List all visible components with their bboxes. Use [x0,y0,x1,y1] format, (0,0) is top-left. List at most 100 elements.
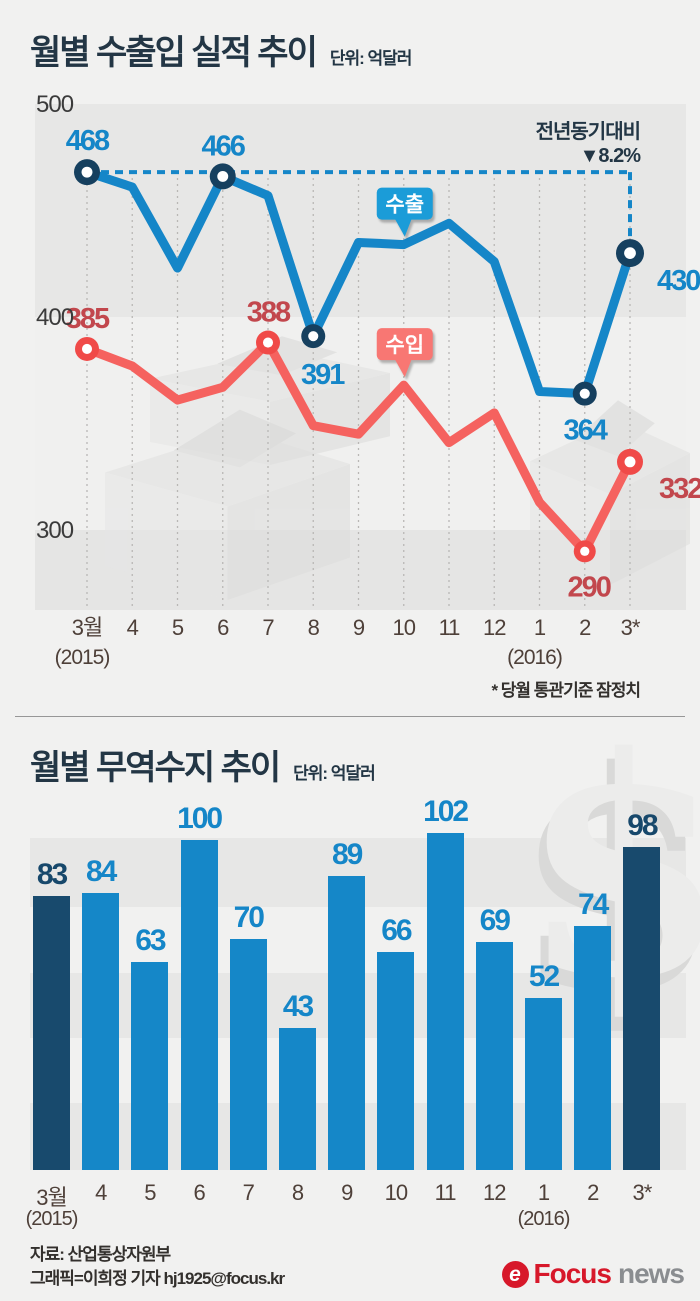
수입-callout: 수입 [376,328,433,378]
bar-6 [180,840,218,1170]
수출-dot-center-3* [624,247,636,259]
수출-value-label-466: 466 [202,130,246,162]
chart2-title-row: 월별 무역수지 추이 단위: 억달러 [30,740,376,789]
chart1-x-label-2: 2 [579,615,591,640]
chart1-x-label-3*: 3* [621,615,641,640]
focus-news-logo-icon: e [501,1260,529,1288]
chart1-x-label-7: 7 [262,615,274,640]
bar-12 [475,942,513,1170]
yoy-annotation-line2: ▼8.2% [579,145,641,167]
chart1-x-label-8: 8 [308,615,320,640]
chart2-x-label-8: 8 [291,1180,304,1205]
chart2-x-label-10: 10 [384,1180,408,1205]
수출-dot-center-8 [308,331,319,342]
chart1-x-label-4: 4 [127,615,139,640]
bar-value-12: 69 [479,904,511,937]
section-divider [15,716,685,717]
chart1-x-label-6: 6 [217,615,229,640]
chart1-x-label-10: 10 [393,615,416,640]
y-tick-400: 400 [36,304,74,331]
수출-dot-center-6 [217,170,229,182]
chart1-x-label-9: 9 [353,615,365,640]
bar-value-8: 43 [282,990,314,1023]
chart1-x-label-12: 12 [483,615,506,640]
chart2-x-label-12: 12 [483,1180,506,1205]
bar-3월 [33,896,70,1170]
chart2-x-label-9: 9 [341,1180,353,1205]
chart1-x-label-1: 1 [534,615,546,640]
bar-value-6: 100 [177,802,223,835]
bar-2 [574,926,612,1170]
bar-11 [426,833,464,1170]
chart2-year-label-(2016): (2016) [517,1208,571,1230]
chart2-x-label-7: 7 [242,1180,255,1205]
수입-value-label-332: 332 [659,473,700,505]
수출-line [82,167,635,399]
bar-8 [279,1028,316,1170]
수입-value-label-388: 388 [247,297,291,329]
bar-1 [525,998,562,1170]
chart2-x-label-2: 2 [587,1180,599,1205]
chart2-x-label-1: 1 [537,1180,550,1205]
chart1-x-label-3월: 3월 [72,615,102,640]
수입-value-label-385: 385 [66,303,110,335]
bar-value-3월: 83 [36,858,68,891]
bar-value-11: 102 [423,795,469,828]
box-watermark-2 [105,409,350,600]
bar-value-7: 70 [233,901,265,934]
수입-dot-center-3월 [81,343,93,354]
chart1-year-label-(2015): (2015) [55,646,110,669]
수출-callout-text: 수출 [385,194,424,217]
수입-callout-text: 수입 [385,334,424,357]
chart2-x-label-6: 6 [193,1180,205,1205]
bar-value-4: 84 [86,855,117,888]
chart2-x-label-3월: 3월 [36,1185,67,1210]
수입-dot-center-7 [262,337,274,348]
chart2-x-label-4: 4 [95,1180,107,1205]
수입-dot-center-2 [580,546,590,556]
bar-value-5: 63 [135,924,166,957]
수입-dot-center-3* [624,456,636,468]
수출-value-label-391: 391 [301,359,345,391]
chart1-unit-label: 단위: 억달러 [329,49,413,68]
수출-value-label-364: 364 [564,415,608,447]
chart1-x-label-5: 5 [172,615,184,640]
수입-value-label-290: 290 [568,571,611,603]
bar-value-9: 89 [332,838,363,871]
bar-3* [623,847,661,1170]
bar-10 [377,952,415,1170]
y-tick-500: 500 [36,91,74,118]
수입-line [82,338,635,556]
bar-value-10: 66 [381,914,412,947]
bar-value-3*: 98 [627,809,658,842]
bar-7 [229,939,267,1170]
chart1-title-row: 월별 수출입 실적 추이 단위: 억달러 [30,25,413,74]
chart1-footnote: * 당월 통관기준 잠정치 [491,681,641,700]
chart1-x-label-11: 11 [439,615,461,640]
수출-value-label-430: 430 [657,265,700,297]
bar-value-1: 52 [528,960,560,993]
수출-dot-center-3월 [81,166,93,178]
focus-news-logo-focus: Focus [533,1258,612,1289]
y-tick-300: 300 [36,517,74,544]
chart2-x-label-3*: 3* [632,1180,652,1205]
footer-credit: 그래픽=이희정 기자 hj1925@focus.kr [30,1269,285,1288]
chart1-year-label-(2016): (2016) [507,646,562,669]
수출-value-label-468: 468 [66,125,110,157]
bar-9 [328,876,366,1170]
수출-dot-center-2 [579,388,590,399]
chart2-year-label-(2015): (2015) [25,1208,79,1230]
chart1-title: 월별 수출입 실적 추이 [30,34,318,72]
chart2-unit-label: 단위: 억달러 [293,764,376,783]
focus-news-logo: e Focus news [501,1258,685,1290]
focus-news-logo-news: news [617,1258,685,1289]
수출-callout: 수출 [376,187,433,237]
footer-source: 자료: 산업통상자원부 [30,1245,171,1264]
chart2-x-label-11: 11 [434,1180,457,1205]
bar-5 [131,962,169,1170]
yoy-annotation-line1: 전년동기대비 [535,121,641,143]
chart2-title: 월별 무역수지 추이 [30,749,281,787]
bar-value-2: 74 [578,888,609,921]
